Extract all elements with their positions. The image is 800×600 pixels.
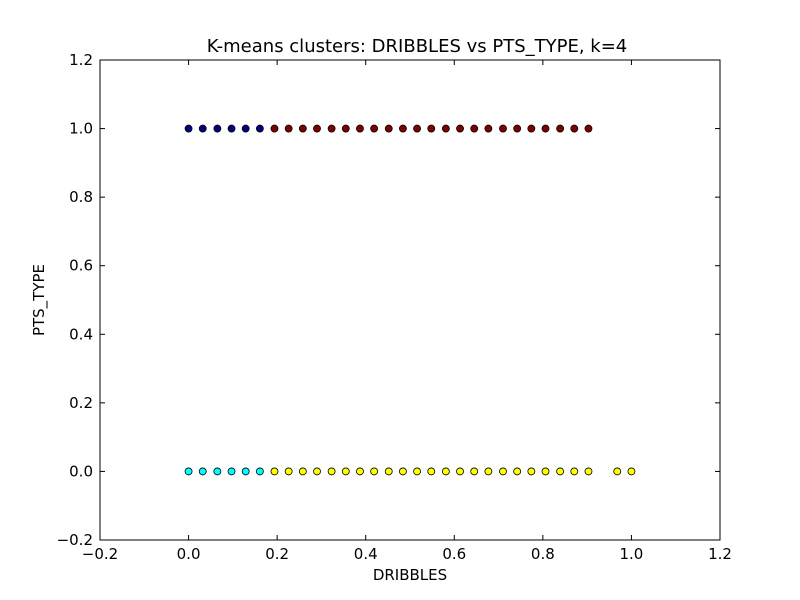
data-point-cluster-2 xyxy=(370,124,379,133)
x-tick-label: −0.2 xyxy=(82,545,118,563)
data-point-cluster-4 xyxy=(413,467,421,476)
data-point-cluster-4 xyxy=(584,467,593,476)
data-point-cluster-1 xyxy=(241,124,250,133)
y-tick-label: 0.4 xyxy=(69,325,93,343)
y-tick-label: 0.8 xyxy=(69,188,93,206)
data-point-cluster-2 xyxy=(384,124,393,133)
y-tick-label: 0.0 xyxy=(69,462,93,480)
y-tick-label: 0.2 xyxy=(69,394,93,412)
data-point-cluster-4 xyxy=(527,467,536,476)
chart-title: K-means clusters: DRIBBLES vs PTS_TYPE, … xyxy=(207,36,628,57)
data-point-cluster-4 xyxy=(570,467,579,476)
data-point-cluster-2 xyxy=(541,124,550,133)
data-point-cluster-2 xyxy=(484,124,493,133)
x-axis-label: DRIBBLES xyxy=(373,566,447,584)
x-tick-label: 1.0 xyxy=(619,545,643,563)
data-point-cluster-2 xyxy=(584,124,593,133)
data-point-cluster-4 xyxy=(284,467,293,476)
y-axis-label: PTS_TYPE xyxy=(30,264,49,336)
data-point-cluster-3 xyxy=(227,467,236,476)
data-point-cluster-4 xyxy=(513,467,522,476)
data-point-cluster-1 xyxy=(255,124,264,133)
data-point-cluster-2 xyxy=(341,124,350,133)
data-point-cluster-3 xyxy=(198,467,207,476)
data-point-cluster-4 xyxy=(556,467,565,476)
data-point-cluster-4 xyxy=(499,467,507,476)
data-point-cluster-2 xyxy=(427,124,436,133)
x-tick-label: 0.6 xyxy=(442,545,466,563)
data-point-cluster-2 xyxy=(470,124,479,133)
x-tick-label: 1.2 xyxy=(708,545,732,563)
data-point-cluster-3 xyxy=(213,467,222,476)
data-point-cluster-2 xyxy=(527,124,536,133)
axis-ticks: −0.2 0.0 0.2 0.4 0.6 0.8 1.0 1.2 −0.2 0.0 0.2 0.4 0.… xyxy=(57,51,732,563)
data-point-cluster-4 xyxy=(441,467,450,476)
data-point-cluster-4 xyxy=(541,467,550,476)
data-point-cluster-4 xyxy=(427,467,436,476)
y-tick-label: 1.0 xyxy=(69,120,93,138)
data-point-cluster-4 xyxy=(627,467,636,476)
data-point-cluster-4 xyxy=(484,467,493,476)
y-tick-label: 0.6 xyxy=(69,257,93,275)
plot-frame xyxy=(99,59,721,541)
data-point-cluster-1 xyxy=(198,124,207,133)
y-tick-label: 1.2 xyxy=(69,51,93,69)
y-tick-label: −0.2 xyxy=(57,531,93,549)
data-point-cluster-1 xyxy=(213,124,222,133)
data-point-cluster-3 xyxy=(255,467,264,476)
data-point-cluster-1 xyxy=(227,124,236,133)
data-point-cluster-4 xyxy=(298,467,307,476)
data-point-cluster-2 xyxy=(513,124,522,133)
data-point-cluster-3 xyxy=(241,467,250,476)
data-point-cluster-1 xyxy=(184,124,193,133)
data-point-cluster-2 xyxy=(399,124,407,133)
data-point-cluster-4 xyxy=(356,467,364,476)
data-point-cluster-4 xyxy=(370,467,379,476)
data-point-cluster-4 xyxy=(313,467,321,476)
data-point-cluster-4 xyxy=(270,467,279,476)
data-point-cluster-2 xyxy=(270,124,279,133)
data-point-cluster-4 xyxy=(327,467,336,476)
data-point-cluster-2 xyxy=(284,124,293,133)
data-point-cluster-4 xyxy=(470,467,479,476)
data-point-cluster-2 xyxy=(327,124,336,133)
data-point-cluster-2 xyxy=(356,124,364,133)
data-point-cluster-2 xyxy=(570,124,579,133)
data-point-cluster-4 xyxy=(341,467,350,476)
data-point-cluster-2 xyxy=(441,124,450,133)
data-point-cluster-2 xyxy=(499,124,507,133)
data-point-cluster-2 xyxy=(298,124,307,133)
x-tick-label: 0.4 xyxy=(354,545,378,563)
data-point-cluster-4 xyxy=(399,467,407,476)
data-point-cluster-2 xyxy=(456,124,464,133)
data-point-cluster-4 xyxy=(456,467,464,476)
data-point-cluster-4 xyxy=(613,467,622,476)
data-point-cluster-2 xyxy=(313,124,321,133)
data-point-cluster-2 xyxy=(413,124,421,133)
data-markers xyxy=(184,124,636,476)
x-tick-label: 0.8 xyxy=(531,545,555,563)
x-tick-label: 0.2 xyxy=(265,545,289,563)
x-tick-label: 0.0 xyxy=(177,545,201,563)
data-point-cluster-4 xyxy=(384,467,393,476)
data-point-cluster-3 xyxy=(184,467,193,476)
data-point-cluster-2 xyxy=(556,124,565,133)
